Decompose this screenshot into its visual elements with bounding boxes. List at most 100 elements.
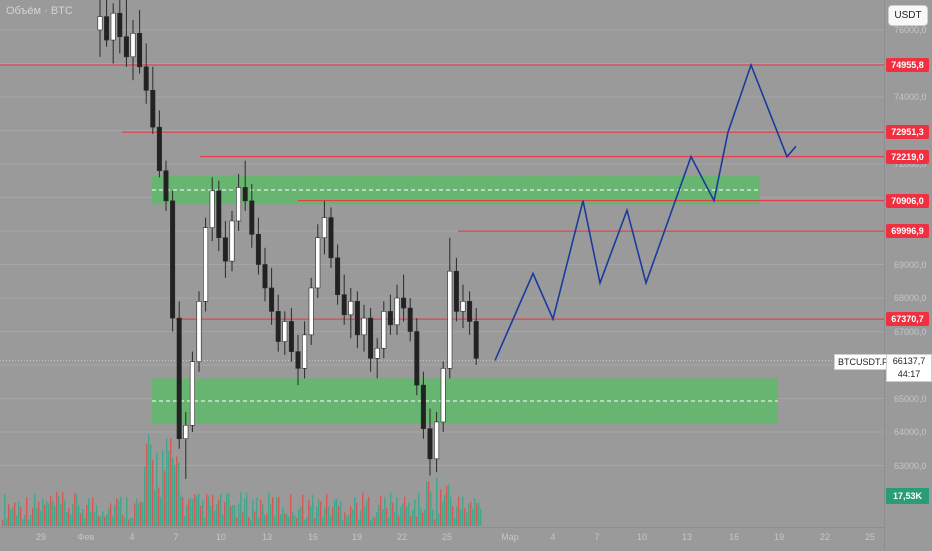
volume-bar: [122, 515, 124, 526]
volume-bar: [250, 519, 252, 526]
volume-bar: [238, 503, 240, 526]
volume-bar: [162, 450, 164, 526]
time-tick: 16: [728, 532, 740, 542]
volume-bar: [368, 496, 370, 526]
volume-bar: [454, 517, 456, 526]
candle: [130, 33, 136, 58]
volume-bar: [94, 512, 96, 526]
time-tick: Мар: [501, 532, 519, 542]
volume-bar: [248, 517, 250, 526]
volume-bar: [138, 502, 140, 526]
volume-bar: [240, 492, 242, 526]
candle: [414, 331, 420, 386]
candle: [335, 257, 341, 295]
candle: [467, 301, 473, 322]
volume-bar: [354, 497, 356, 526]
candle: [361, 317, 367, 336]
volume-bar: [386, 507, 388, 526]
volume-bar: [220, 493, 222, 526]
chart-area[interactable]: Объём · BTC: [0, 0, 884, 527]
volume-bar: [416, 516, 418, 526]
volume-bar: [128, 519, 130, 526]
time-tick: 10: [636, 532, 648, 542]
volume-bar: [26, 497, 28, 526]
volume-bar: [24, 514, 26, 526]
volume-bar: [222, 514, 224, 526]
current-price-label: 66137,7 44:17: [886, 354, 932, 382]
volume-bar: [322, 517, 324, 526]
volume-bar: [356, 502, 358, 526]
volume-bar: [376, 512, 378, 526]
time-tick: 25: [864, 532, 876, 542]
volume-bar: [288, 516, 290, 526]
volume-bar: [182, 497, 184, 526]
volume-bar: [50, 495, 52, 526]
volume-bar: [432, 509, 434, 526]
volume-bar: [6, 518, 8, 526]
volume-bar: [38, 501, 40, 526]
candle: [381, 311, 387, 349]
volume-bar: [184, 516, 186, 526]
volume-bar: [470, 501, 472, 526]
volume-bar: [68, 508, 70, 526]
volume-bar: [294, 515, 296, 526]
volume-bar: [66, 512, 68, 526]
volume-bar: [440, 489, 442, 526]
volume-bar: [422, 512, 424, 526]
volume-bar: [72, 503, 74, 526]
volume-bar: [474, 498, 476, 526]
volume-bar: [342, 519, 344, 526]
candle: [302, 334, 308, 369]
volume-bar: [218, 499, 220, 526]
volume-bar: [100, 516, 102, 526]
volume-bar: [148, 433, 150, 526]
volume-bar: [430, 491, 432, 526]
time-tick: 22: [396, 532, 408, 542]
volume-bar: [318, 499, 320, 526]
volume-bar: [424, 509, 426, 526]
volume-bar: [36, 507, 38, 526]
volume-bar: [56, 492, 58, 526]
price-chart[interactable]: [0, 0, 884, 527]
volume-bar: [212, 494, 214, 526]
volume-bar: [22, 519, 24, 526]
candle: [440, 368, 446, 423]
volume-bar: [346, 516, 348, 526]
candle-countdown: 44:17: [897, 369, 921, 379]
price-axis[interactable]: [884, 0, 932, 550]
volume-bar: [10, 509, 12, 526]
time-tick: 19: [351, 532, 363, 542]
candle: [308, 287, 314, 336]
time-tick: 7: [173, 532, 179, 542]
volume-bar: [152, 459, 154, 526]
level-price-tag: 74955,8: [886, 57, 929, 72]
volume-bar: [446, 485, 448, 526]
volume-bar: [156, 452, 158, 526]
volume-bar: [140, 501, 142, 526]
time-axis[interactable]: [0, 527, 884, 551]
volume-bar: [202, 499, 204, 526]
volume-bar: [348, 514, 350, 526]
volume-bar: [40, 510, 42, 526]
volume-bar: [120, 496, 122, 526]
volume-bar: [272, 497, 274, 526]
time-tick: 10: [215, 532, 227, 542]
volume-bar: [310, 505, 312, 526]
volume-bar: [380, 495, 382, 526]
volume-bar: [286, 513, 288, 526]
time-tick: 13: [261, 532, 273, 542]
candle: [196, 301, 202, 362]
volume-bar: [84, 518, 86, 526]
volume-bar: [200, 505, 202, 526]
candle: [216, 190, 222, 239]
volume-bar: [142, 502, 144, 526]
volume-bar: [62, 492, 64, 526]
volume-bar: [362, 492, 364, 526]
currency-button[interactable]: USDT: [888, 5, 928, 26]
volume-bar: [4, 494, 6, 526]
volume-bar: [246, 492, 248, 526]
volume-bar: [52, 501, 54, 526]
volume-bar: [82, 508, 84, 526]
volume-bar: [306, 517, 308, 526]
volume-bar: [186, 505, 188, 526]
